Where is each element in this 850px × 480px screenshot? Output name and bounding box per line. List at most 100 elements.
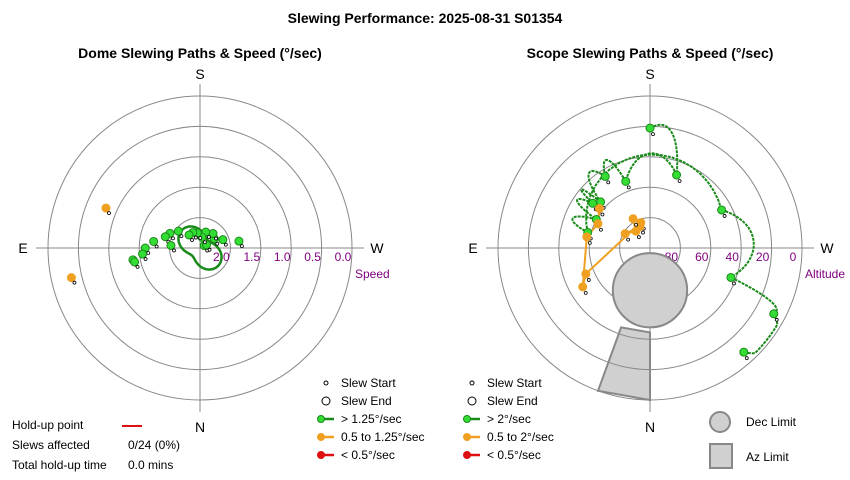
scope-point-end-19	[626, 237, 631, 242]
holdup-time-value: 0.0 mins	[128, 458, 174, 472]
dome-point-end-19	[72, 280, 77, 285]
scope-slew-path-0	[649, 123, 679, 176]
scope-slew-path-6	[571, 215, 597, 234]
dome-compass-left: E	[18, 240, 27, 256]
dome-point-end-17	[135, 265, 140, 269]
scope-compass-right: W	[820, 240, 834, 256]
dome-point-end-14	[143, 257, 148, 261]
dome-point-end-9	[179, 234, 184, 239]
scope-point-14	[582, 232, 592, 242]
dome-point-18	[101, 203, 111, 213]
scope-point-end-3	[606, 180, 611, 185]
scope-slew-path-2	[602, 158, 627, 182]
scope-point-1	[672, 170, 682, 180]
dome-radial-tick-1: 0.5	[304, 250, 321, 264]
scope-point-end-21	[634, 222, 639, 227]
scope-point-end-14	[587, 240, 592, 245]
slews-affected-label: Slews affected	[12, 438, 90, 452]
dome-point-end-18	[107, 211, 111, 215]
scope-point-13	[593, 219, 603, 229]
scope-point-3	[600, 171, 610, 181]
dome-point-21	[234, 236, 244, 246]
scope-point-end-18	[641, 230, 645, 235]
dome-compass-bottom: N	[195, 419, 205, 435]
scope-point-15	[578, 282, 588, 292]
dome-compass-right: W	[370, 240, 384, 256]
holdup-time-label: Total hold-up time	[12, 458, 107, 472]
scope-legend-label-4: < 0.5°/sec	[487, 448, 541, 462]
dome-radial-tick-0: 0.0	[335, 250, 352, 264]
dome-point-end-0	[215, 241, 220, 246]
holdup-point-label: Hold-up point	[12, 418, 84, 432]
scope-legend-label-1: Slew End	[487, 394, 538, 408]
dome-point-17	[130, 257, 140, 267]
dome-legend-marker-3	[317, 433, 325, 441]
scope-legend-label-2: > 2°/sec	[487, 412, 531, 426]
scope-point-end-0	[651, 132, 655, 136]
dome-point-end-6	[198, 236, 203, 240]
dome-point-end-4	[206, 235, 211, 239]
dome-legend-label-1: Slew End	[341, 394, 392, 408]
dome-compass-top: S	[195, 66, 204, 82]
scope-legend-marker-6	[709, 443, 733, 469]
dome-legend-marker-0	[323, 380, 329, 386]
dome-point-end-8	[190, 238, 194, 242]
slews-affected-value: 0/24 (0%)	[128, 438, 181, 452]
scope-point-end-2	[626, 185, 631, 190]
dome-panel-title: Dome Slewing Paths & Speed (°/sec)	[78, 45, 322, 61]
dome-point-end-16	[172, 248, 176, 253]
dome-point-8	[184, 230, 194, 240]
dome-point-end-10	[171, 236, 175, 241]
scope-point-16	[581, 269, 591, 279]
scope-point-11	[739, 347, 749, 357]
scope-slew-path-8	[721, 208, 755, 279]
dome-point-end-5	[203, 240, 207, 245]
dome-point-end-13	[146, 251, 151, 255]
dome-legend-label-3: 0.5 to 1.25°/sec	[341, 430, 425, 444]
scope-legend-label-6: Az Limit	[746, 450, 789, 464]
holdup-line-swatch	[122, 425, 142, 427]
scope-az-limit	[596, 326, 651, 402]
scope-slew-path-10	[743, 313, 779, 355]
scope-slew-path-1	[624, 152, 678, 182]
scope-legend-marker-2	[463, 415, 471, 423]
scope-point-end-10	[774, 317, 779, 322]
scope-legend-label-5: Dec Limit	[746, 415, 797, 429]
scope-radial-axis-label: Altitude	[805, 267, 845, 281]
dome-point-9	[173, 226, 183, 236]
dome-point-20	[218, 235, 228, 245]
dome-point-12	[149, 236, 159, 246]
scope-point-8	[717, 205, 727, 215]
dome-point-end-12	[154, 244, 159, 249]
dome-legend-marker-1	[321, 396, 331, 406]
scope-point-9	[726, 272, 736, 282]
dome-legend-label-2: > 1.25°/sec	[341, 412, 402, 426]
scope-slew-path-7	[585, 153, 723, 233]
scope-point-2	[621, 176, 631, 186]
scope-radial-tick-1: 20	[756, 250, 770, 264]
scope-compass-top: S	[645, 66, 654, 82]
dome-radial-tick-2: 1.0	[274, 250, 291, 264]
scope-compass-left: E	[468, 240, 477, 256]
dome-legend-label-4: < 0.5°/sec	[341, 448, 395, 462]
dome-point-end-20	[223, 242, 228, 247]
scope-legend-label-0: Slew Start	[487, 376, 542, 390]
scope-point-end-9	[732, 281, 736, 286]
scope-point-end-11	[744, 356, 749, 361]
scope-point-end-8	[722, 214, 727, 218]
scope-point-5	[588, 198, 598, 208]
scope-point-end-12	[600, 212, 605, 217]
scope-point-end-13	[599, 227, 603, 232]
scope-legend-marker-4	[463, 451, 471, 459]
dome-point-16	[166, 240, 176, 250]
scope-point-end-15	[583, 290, 588, 295]
scope-point-end-20	[636, 235, 641, 240]
scope-point-end-16	[586, 278, 591, 282]
scope-dec-limit	[611, 252, 689, 329]
scope-legend-marker-5	[709, 411, 731, 433]
scope-point-12	[594, 203, 604, 213]
dome-point-end-2	[207, 247, 212, 252]
scope-legend-label-3: 0.5 to 2°/sec	[487, 430, 554, 444]
